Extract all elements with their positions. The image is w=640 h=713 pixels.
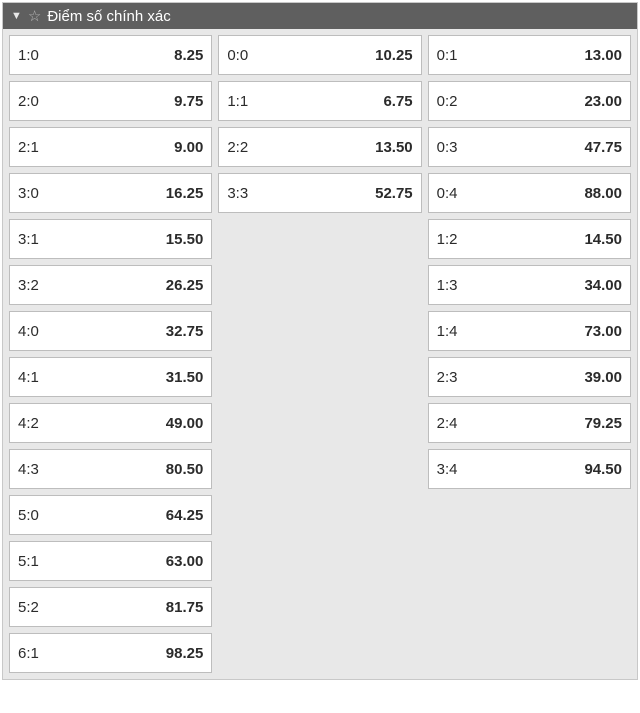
score-label: 4:1 (18, 369, 39, 386)
odds-cell[interactable]: 0:4 88.00 (428, 173, 631, 213)
score-label: 0:3 (437, 139, 458, 156)
score-label: 2:2 (227, 139, 248, 156)
score-label: 0:2 (437, 93, 458, 110)
odd-value: 6.75 (383, 93, 412, 110)
odds-grid: 1:0 8.25 2:0 9.75 2:1 9.00 3:0 16.25 3:1 15.50 3:2… (3, 29, 637, 679)
odd-value: 14.50 (584, 231, 622, 248)
odd-value: 23.00 (584, 93, 622, 110)
odd-value: 32.75 (166, 323, 204, 340)
odds-cell[interactable]: 2:0 9.75 (9, 81, 212, 121)
favorite-star-icon[interactable]: ☆ (28, 7, 41, 25)
odd-value: 39.00 (584, 369, 622, 386)
odds-cell[interactable]: 3:3 52.75 (218, 173, 421, 213)
score-label: 2:4 (437, 415, 458, 432)
score-label: 2:1 (18, 139, 39, 156)
score-label: 1:2 (437, 231, 458, 248)
odd-value: 31.50 (166, 369, 204, 386)
odds-cell[interactable]: 2:2 13.50 (218, 127, 421, 167)
panel-header[interactable]: ▼ ☆ Điểm số chính xác (3, 3, 637, 29)
odds-cell[interactable]: 1:2 14.50 (428, 219, 631, 259)
odds-cell[interactable]: 2:3 39.00 (428, 357, 631, 397)
correct-score-panel: ▼ ☆ Điểm số chính xác 1:0 8.25 2:0 9.75 2:1 9… (2, 2, 638, 680)
score-label: 5:1 (18, 553, 39, 570)
odd-value: 81.75 (166, 599, 204, 616)
odds-cell[interactable]: 3:4 94.50 (428, 449, 631, 489)
odds-cell[interactable]: 2:4 79.25 (428, 403, 631, 443)
odds-cell[interactable]: 3:0 16.25 (9, 173, 212, 213)
odds-cell[interactable]: 3:2 26.25 (9, 265, 212, 305)
odds-cell[interactable]: 1:4 73.00 (428, 311, 631, 351)
score-label: 1:0 (18, 47, 39, 64)
odds-cell[interactable]: 0:0 10.25 (218, 35, 421, 75)
odds-cell[interactable]: 4:3 80.50 (9, 449, 212, 489)
odd-value: 63.00 (166, 553, 204, 570)
score-label: 1:4 (437, 323, 458, 340)
odds-cell[interactable]: 6:1 98.25 (9, 633, 212, 673)
odd-value: 79.25 (584, 415, 622, 432)
score-label: 2:3 (437, 369, 458, 386)
odds-cell[interactable]: 4:1 31.50 (9, 357, 212, 397)
odds-cell[interactable]: 5:2 81.75 (9, 587, 212, 627)
score-label: 3:2 (18, 277, 39, 294)
odd-value: 52.75 (375, 185, 413, 202)
home-win-column: 1:0 8.25 2:0 9.75 2:1 9.00 3:0 16.25 3:1 15.50 3:2… (9, 35, 212, 673)
odd-value: 15.50 (166, 231, 204, 248)
odd-value: 47.75 (584, 139, 622, 156)
score-label: 1:1 (227, 93, 248, 110)
odd-value: 94.50 (584, 461, 622, 478)
score-label: 4:0 (18, 323, 39, 340)
score-label: 2:0 (18, 93, 39, 110)
odds-cell[interactable]: 0:1 13.00 (428, 35, 631, 75)
score-label: 5:0 (18, 507, 39, 524)
odds-cell[interactable]: 0:3 47.75 (428, 127, 631, 167)
odd-value: 64.25 (166, 507, 204, 524)
score-label: 5:2 (18, 599, 39, 616)
score-label: 0:4 (437, 185, 458, 202)
odd-value: 16.25 (166, 185, 204, 202)
collapse-icon: ▼ (11, 10, 22, 22)
away-win-column: 0:1 13.00 0:2 23.00 0:3 47.75 0:4 88.00 1:2 14.50… (428, 35, 631, 673)
odds-cell[interactable]: 4:0 32.75 (9, 311, 212, 351)
score-label: 3:0 (18, 185, 39, 202)
odds-cell[interactable]: 1:1 6.75 (218, 81, 421, 121)
odds-cell[interactable]: 3:1 15.50 (9, 219, 212, 259)
odds-cell[interactable]: 2:1 9.00 (9, 127, 212, 167)
odds-cell[interactable]: 5:1 63.00 (9, 541, 212, 581)
odd-value: 9.75 (174, 93, 203, 110)
score-label: 1:3 (437, 277, 458, 294)
draw-column: 0:0 10.25 1:1 6.75 2:2 13.50 3:3 52.75 (218, 35, 421, 673)
odd-value: 49.00 (166, 415, 204, 432)
score-label: 4:2 (18, 415, 39, 432)
odds-cell[interactable]: 1:0 8.25 (9, 35, 212, 75)
odds-cell[interactable]: 0:2 23.00 (428, 81, 631, 121)
odd-value: 8.25 (174, 47, 203, 64)
odd-value: 88.00 (584, 185, 622, 202)
odd-value: 98.25 (166, 645, 204, 662)
panel-title: Điểm số chính xác (47, 8, 170, 25)
odd-value: 13.00 (584, 47, 622, 64)
odd-value: 80.50 (166, 461, 204, 478)
score-label: 3:3 (227, 185, 248, 202)
odd-value: 10.25 (375, 47, 413, 64)
score-label: 4:3 (18, 461, 39, 478)
odd-value: 73.00 (584, 323, 622, 340)
odds-cell[interactable]: 1:3 34.00 (428, 265, 631, 305)
score-label: 3:1 (18, 231, 39, 248)
odd-value: 13.50 (375, 139, 413, 156)
odd-value: 26.25 (166, 277, 204, 294)
score-label: 0:0 (227, 47, 248, 64)
odds-cell[interactable]: 5:0 64.25 (9, 495, 212, 535)
odd-value: 34.00 (584, 277, 622, 294)
odds-cell[interactable]: 4:2 49.00 (9, 403, 212, 443)
score-label: 6:1 (18, 645, 39, 662)
score-label: 3:4 (437, 461, 458, 478)
score-label: 0:1 (437, 47, 458, 64)
odd-value: 9.00 (174, 139, 203, 156)
